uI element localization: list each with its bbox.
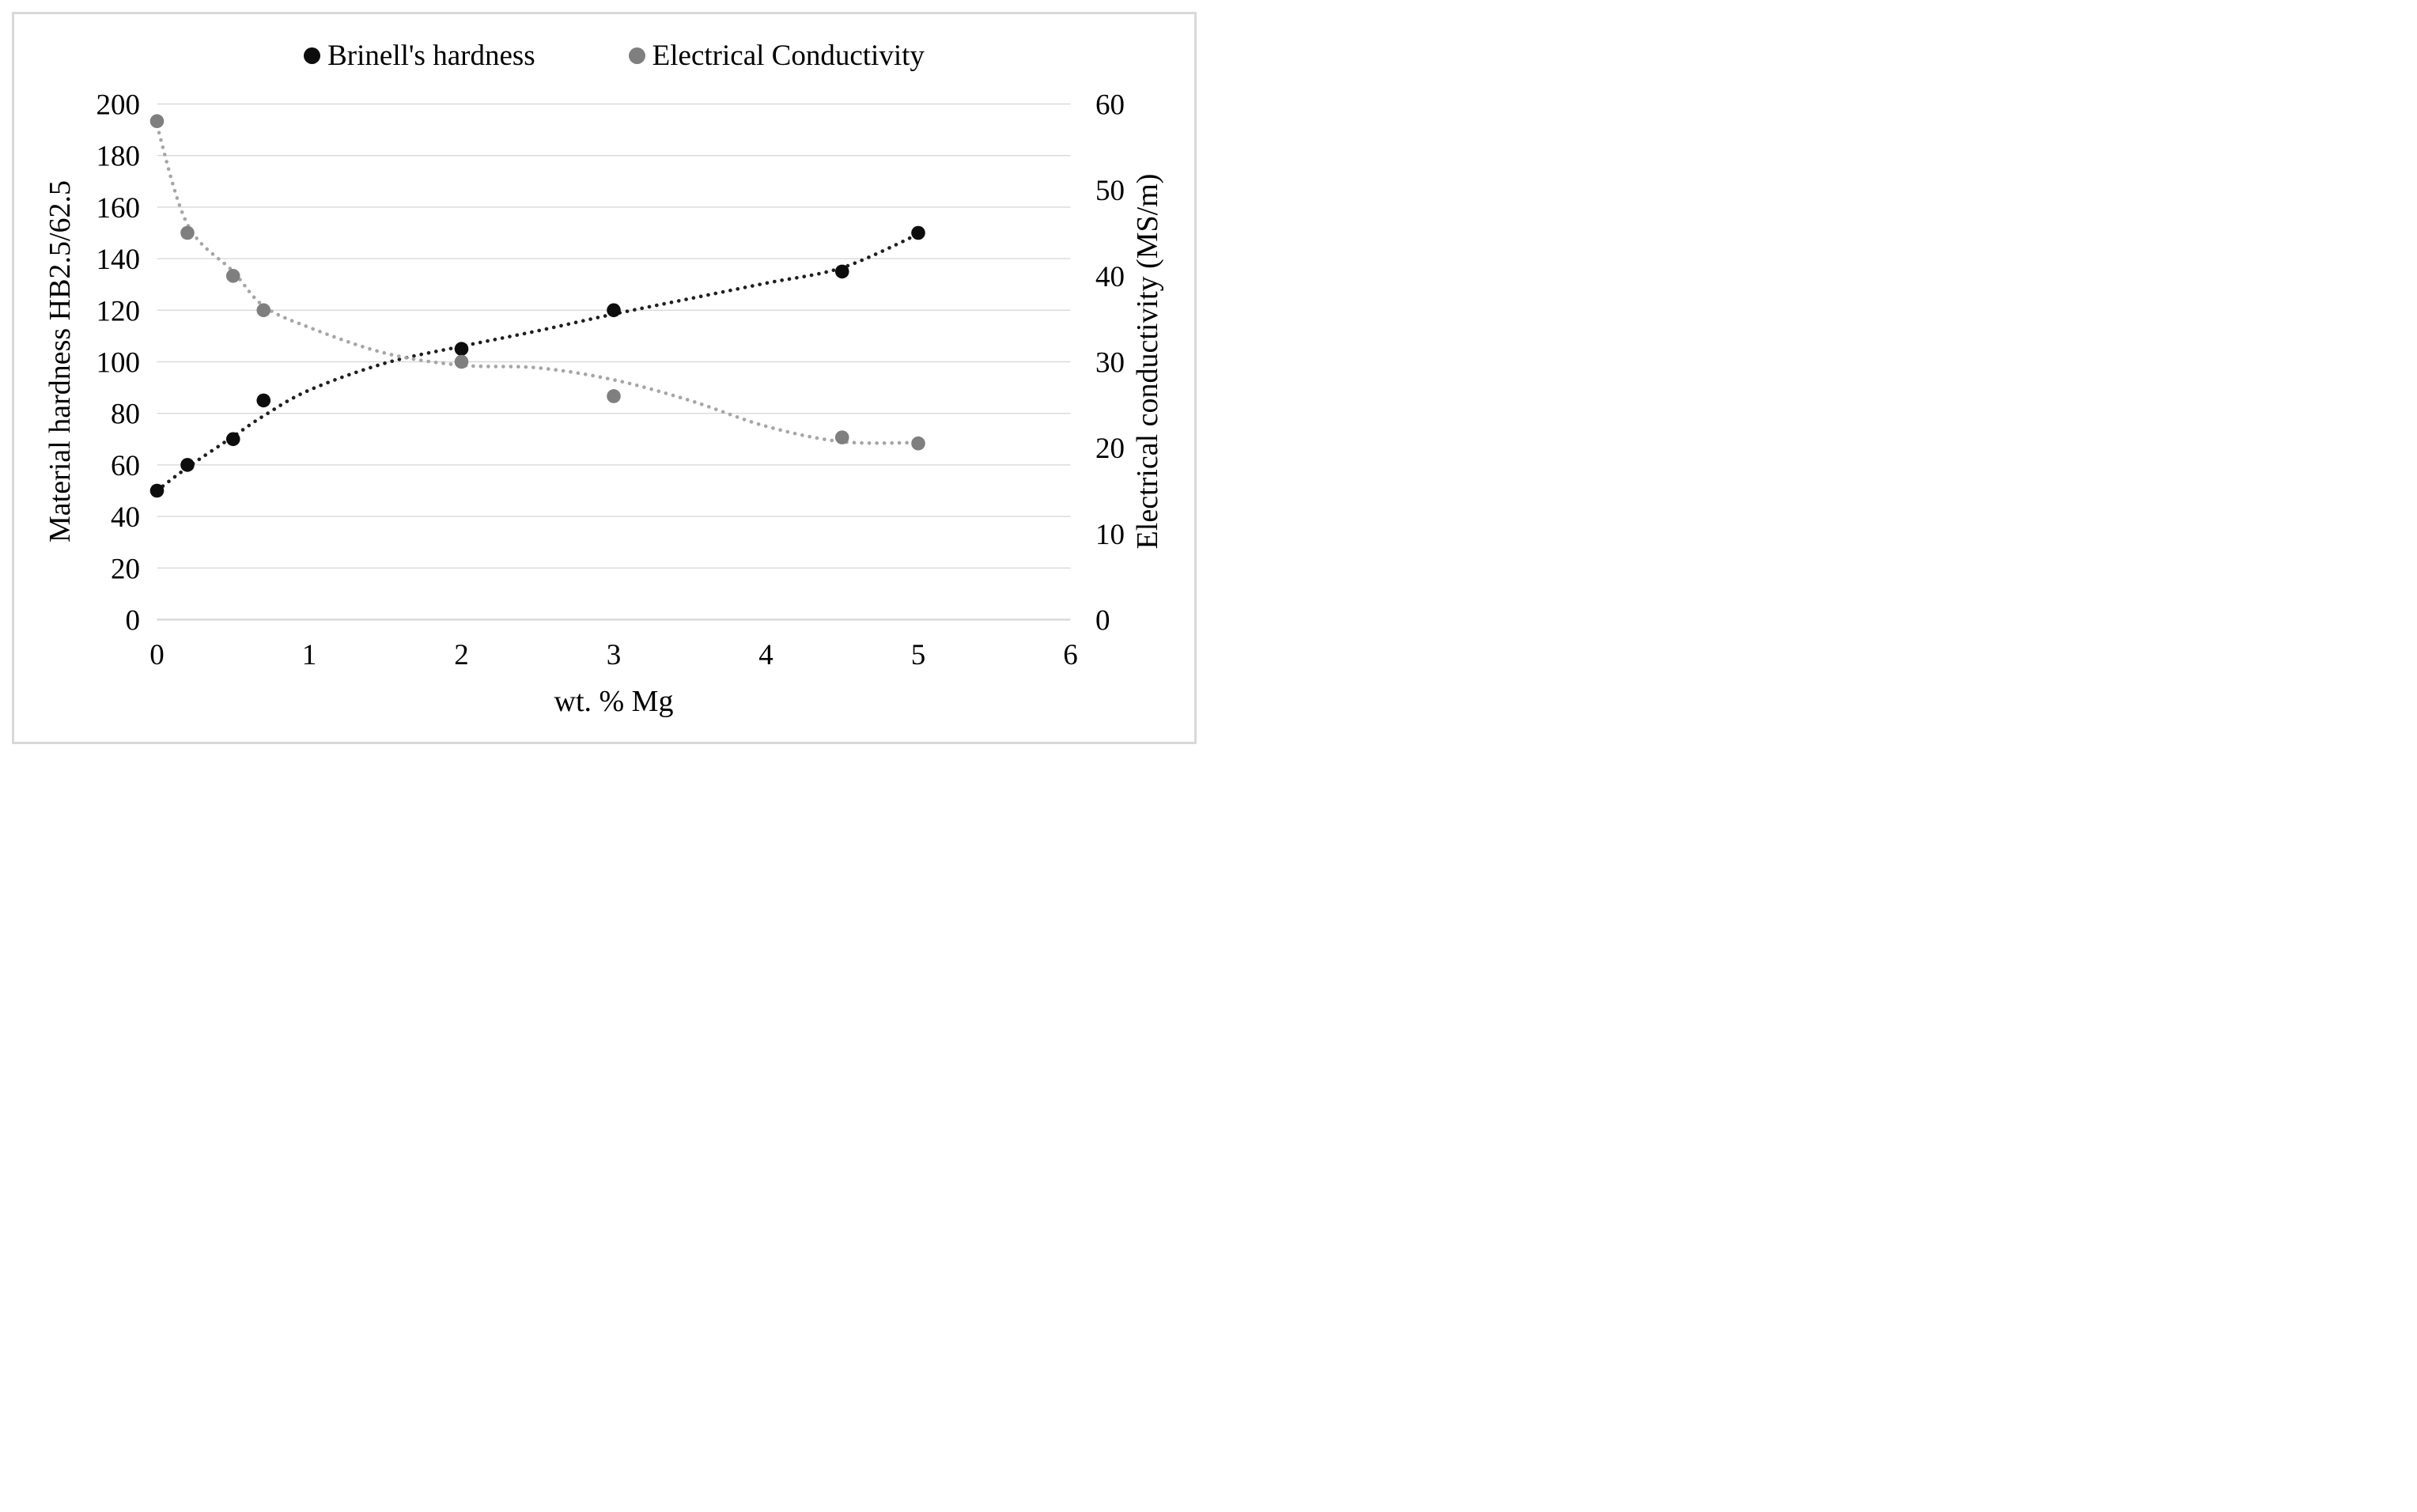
left-axis-tick: 80 (111, 399, 140, 431)
point-hardness (149, 483, 165, 498)
x-axis-tick: 1 (302, 639, 317, 671)
left-axis-tick: 140 (96, 244, 141, 276)
left-axis-tick: 180 (96, 141, 141, 173)
point-hardness (834, 264, 849, 279)
left-axis-tick: 60 (111, 450, 140, 482)
point-conductivity (256, 303, 271, 318)
left-axis-tick: 200 (96, 89, 141, 122)
dual-axis-scatter-chart: 0204060801001201401601802000102030405060… (43, 89, 1164, 719)
black-dot-icon (304, 47, 321, 64)
point-hardness (911, 225, 925, 240)
point-conductivity (180, 225, 195, 240)
point-conductivity (149, 114, 165, 129)
screenshot-root: { "figure": { "background": "#ffffff", "… (0, 0, 1208, 756)
right-axis-tick: 40 (1095, 261, 1125, 293)
right-axis-tick: 10 (1095, 519, 1125, 551)
gridlines (157, 103, 1071, 621)
point-conductivity (607, 389, 621, 403)
right-axis-tick: 20 (1095, 433, 1125, 465)
left-axis-tick: 20 (111, 553, 140, 585)
right-axis-title: Electrical conductivity (MS/m) (1131, 174, 1164, 550)
right-axis-tick: 60 (1095, 89, 1125, 122)
legend-label: Electrical Conductivity (652, 39, 925, 72)
left-axis-tick: 160 (96, 192, 141, 225)
left-axis-tick: 120 (96, 295, 141, 327)
gray-dot-icon (628, 47, 645, 64)
chart-outer-border (12, 12, 1197, 744)
point-conductivity (454, 354, 469, 369)
legend-item-brinells-hardness: Brinell's hardness (304, 41, 535, 70)
left-axis-tick: 0 (126, 605, 141, 637)
point-hardness (607, 303, 621, 318)
point-hardness (225, 432, 240, 447)
x-axis-tick: 0 (149, 639, 165, 671)
x-axis-tick: 3 (607, 639, 622, 671)
right-axis-tick: 30 (1095, 347, 1125, 380)
x-axis-tick: 5 (911, 639, 926, 671)
right-axis-tick: 50 (1095, 175, 1125, 207)
x-axis-title: wt. % Mg (554, 685, 674, 718)
right-axis-tick: 0 (1095, 605, 1110, 637)
trendline-conductivity (155, 123, 921, 445)
legend-label: Brinell's hardness (327, 39, 535, 72)
axis-tick-labels: 0204060801001201401601802000102030405060… (96, 89, 1125, 672)
point-hardness (454, 342, 469, 357)
x-axis-tick: 2 (454, 639, 469, 671)
trendline-hardness (155, 232, 921, 493)
legend-item-electrical-conductivity: Electrical Conductivity (628, 39, 925, 72)
chart-legend: Brinell's hardness Electrical Conductivi… (157, 37, 1071, 74)
x-axis-tick: 4 (758, 639, 774, 671)
point-hardness (256, 393, 271, 408)
x-axis-tick: 6 (1063, 639, 1078, 671)
point-conductivity (834, 430, 849, 444)
point-conductivity (225, 269, 240, 283)
left-axis-tick: 40 (111, 501, 140, 534)
left-axis-title: Material hardness HB2.5/62.5 (43, 180, 77, 542)
point-hardness (180, 458, 195, 472)
data-points (149, 114, 925, 498)
point-conductivity (911, 436, 925, 451)
left-axis-tick: 100 (96, 347, 141, 380)
